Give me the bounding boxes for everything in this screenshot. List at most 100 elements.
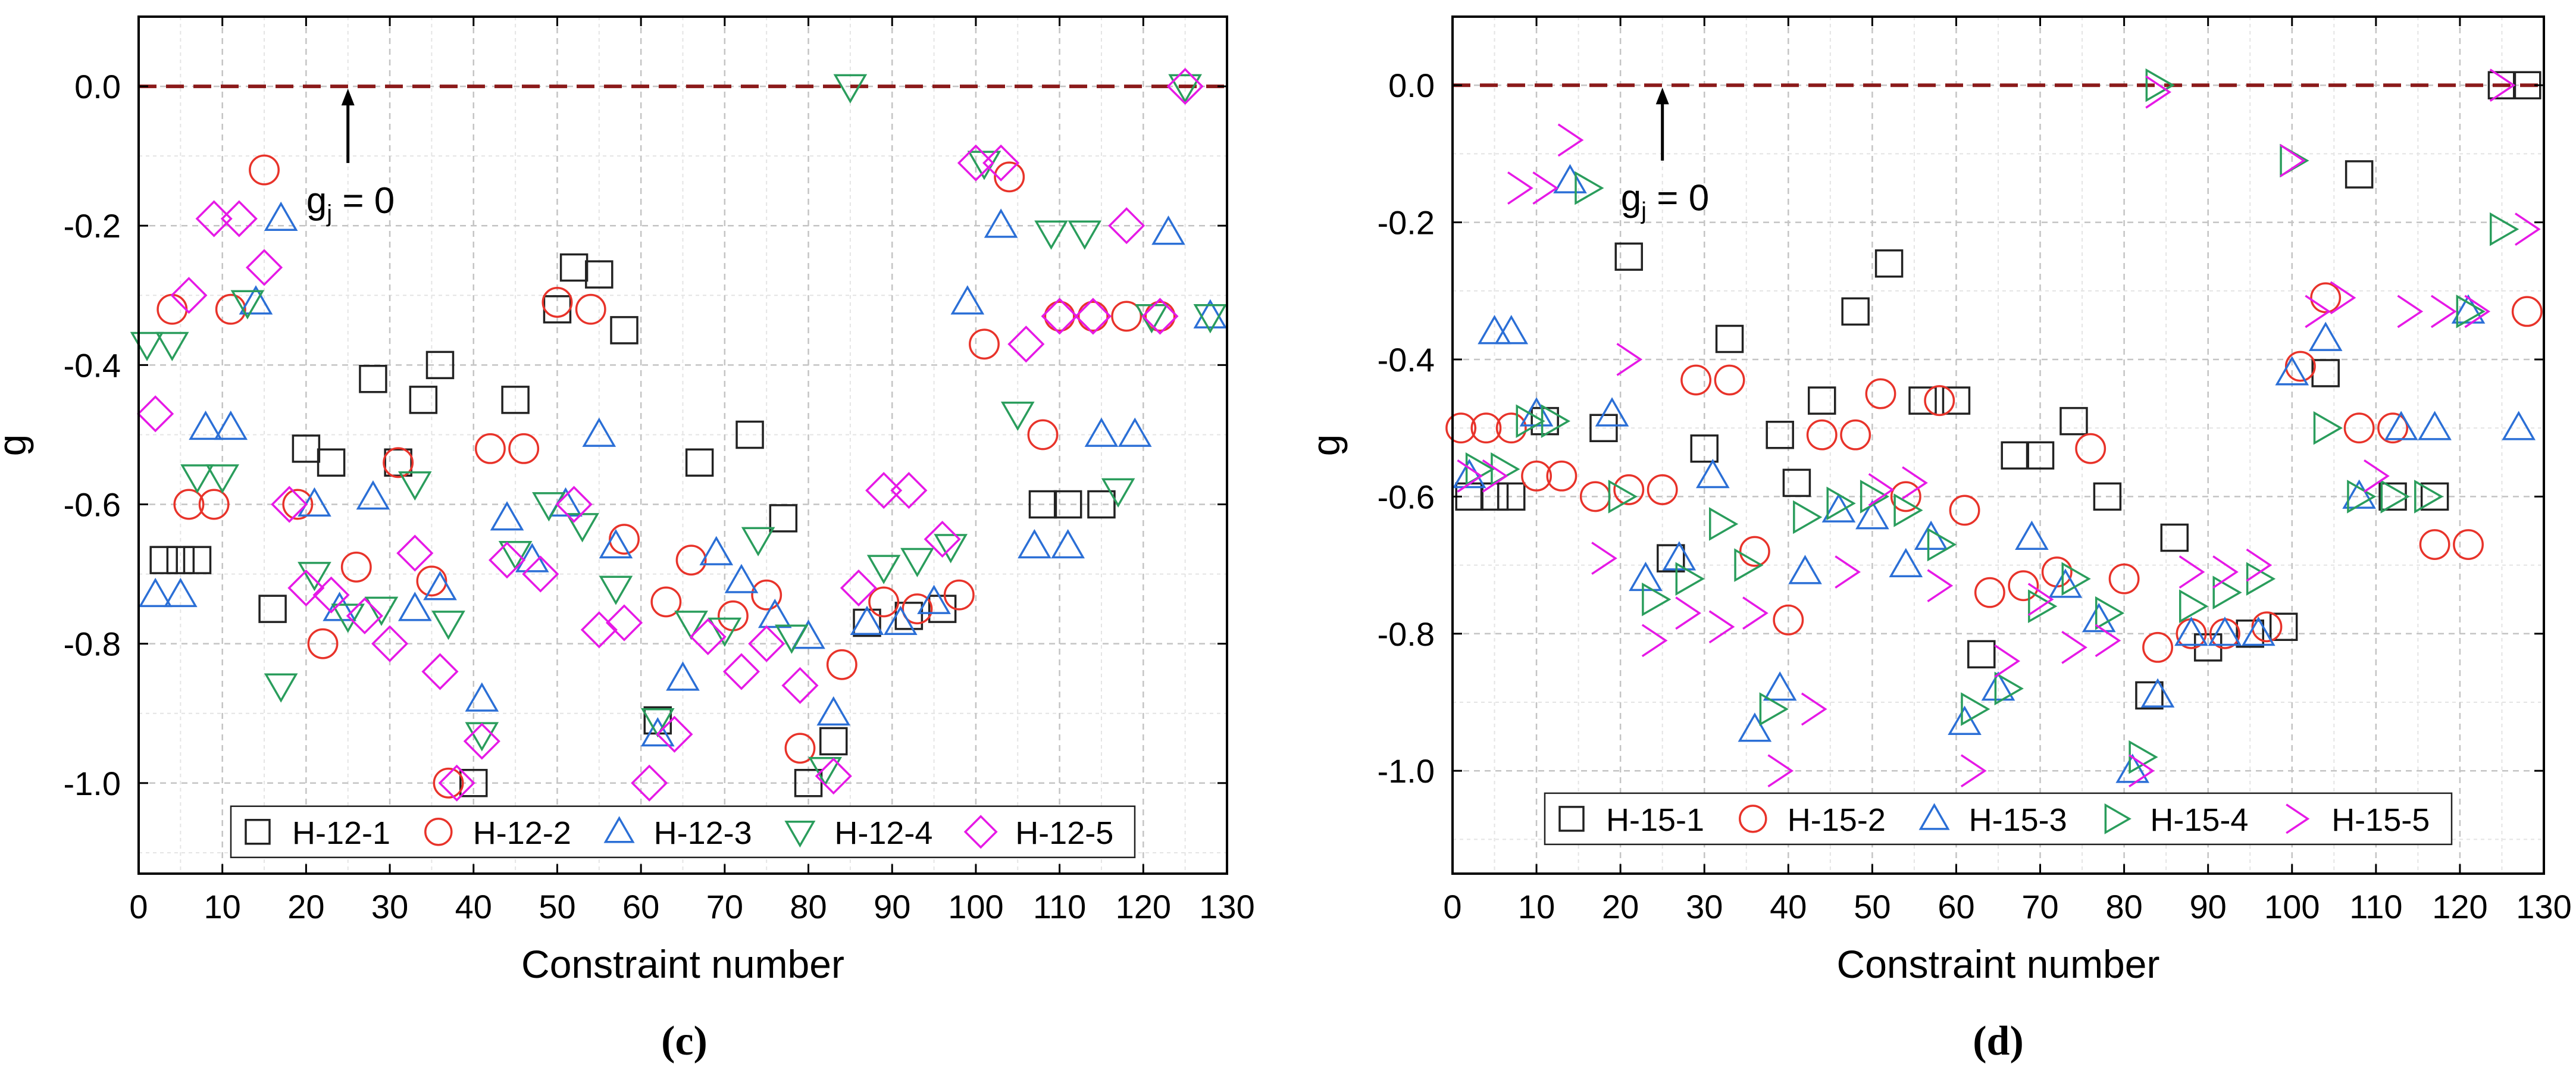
y-tick-label: -0.6 bbox=[1378, 478, 1435, 515]
data-point bbox=[1141, 298, 1179, 335]
data-point bbox=[1801, 692, 1827, 726]
data-point bbox=[1532, 171, 1559, 205]
data-point bbox=[674, 611, 708, 640]
data-point bbox=[1168, 74, 1202, 104]
data-point bbox=[1924, 385, 1955, 417]
data-point bbox=[2048, 568, 2083, 598]
data-point bbox=[346, 597, 383, 634]
data-point bbox=[1589, 414, 1618, 442]
x-tick-label: 80 bbox=[2105, 888, 2142, 925]
x-tick-label: 110 bbox=[1033, 888, 1086, 925]
x-tick-label: 30 bbox=[371, 888, 408, 925]
data-point bbox=[164, 577, 198, 608]
data-point bbox=[758, 599, 792, 628]
data-point bbox=[1773, 604, 1804, 636]
data-point bbox=[1084, 417, 1119, 447]
data-point bbox=[331, 603, 365, 633]
data-point bbox=[1482, 459, 1508, 493]
data-point bbox=[425, 351, 455, 380]
data-point bbox=[1788, 555, 1822, 584]
x-tick-label: 120 bbox=[1116, 888, 1171, 925]
data-point bbox=[1696, 459, 1730, 489]
data-point bbox=[1715, 324, 1744, 354]
data-point bbox=[2384, 411, 2418, 440]
data-point bbox=[1889, 548, 1923, 578]
data-point bbox=[1874, 249, 1904, 278]
series-H-12-5 bbox=[137, 67, 1204, 802]
data-point bbox=[2513, 71, 2541, 99]
data-point bbox=[183, 546, 212, 574]
legend-marker bbox=[963, 815, 998, 849]
data-point bbox=[1445, 412, 1477, 444]
series-H-12-1 bbox=[149, 253, 1116, 797]
data-point bbox=[1118, 417, 1152, 447]
data-point bbox=[1642, 582, 1672, 617]
data-point bbox=[1994, 645, 2021, 678]
data-point bbox=[1516, 404, 1545, 439]
data-point bbox=[137, 395, 174, 433]
data-point bbox=[1662, 541, 1697, 571]
data-point bbox=[580, 611, 618, 649]
data-point bbox=[1708, 610, 1735, 644]
x-tick-label: 10 bbox=[1518, 888, 1555, 925]
data-point bbox=[2242, 616, 2275, 646]
data-point bbox=[2093, 482, 2122, 511]
data-point bbox=[1948, 705, 1982, 736]
series-H-15-5 bbox=[1457, 68, 2541, 788]
data-point bbox=[383, 447, 414, 478]
x-tick-label: 110 bbox=[2349, 888, 2402, 925]
data-point bbox=[1657, 544, 1685, 573]
legend-marker bbox=[1739, 805, 1767, 833]
data-point bbox=[2160, 523, 2189, 552]
chart-panel-c: gj = 0 H-12-1 H-12-2 H-12-3 H-12-4 H-12-5 0 10 2… bbox=[0, 15, 1255, 1064]
data-point bbox=[816, 696, 851, 726]
data-point bbox=[2515, 212, 2541, 246]
data-point bbox=[488, 542, 526, 579]
data-point bbox=[1860, 480, 1890, 514]
data-point bbox=[741, 527, 775, 556]
data-point bbox=[656, 715, 693, 753]
data-point bbox=[833, 74, 868, 104]
data-point bbox=[2115, 753, 2150, 783]
legend-marker bbox=[2286, 803, 2310, 834]
x-tick-label: 30 bbox=[1686, 888, 1723, 925]
data-point bbox=[640, 717, 675, 747]
data-point bbox=[459, 769, 488, 797]
data-point bbox=[1806, 419, 1838, 451]
data-point bbox=[498, 541, 533, 571]
series-H-15-2 bbox=[1445, 282, 2543, 663]
data-point bbox=[1793, 500, 1823, 534]
data-point bbox=[2343, 412, 2375, 444]
data-point bbox=[1575, 171, 1604, 205]
data-point bbox=[2095, 596, 2125, 630]
data-point bbox=[1981, 671, 2015, 701]
data-point bbox=[751, 579, 782, 611]
data-point bbox=[1855, 500, 1889, 530]
data-point bbox=[1077, 301, 1109, 332]
data-point bbox=[1675, 596, 1701, 630]
legend-label: H-15-1 bbox=[1606, 802, 1704, 838]
legend-marker bbox=[784, 821, 816, 848]
data-point bbox=[258, 595, 287, 623]
chart-panel-d: gj = 0 H-15-1 H-15-2 H-15-3 H-15-4 H-15-5 0 10 2… bbox=[1304, 15, 2572, 1064]
data-point bbox=[2342, 479, 2376, 509]
data-point bbox=[1893, 493, 1923, 527]
data-point bbox=[433, 767, 464, 799]
data-point bbox=[609, 524, 640, 555]
data-point bbox=[1629, 561, 1663, 592]
data-point bbox=[1478, 315, 1511, 345]
data-point bbox=[2345, 160, 2374, 189]
data-point bbox=[784, 733, 816, 764]
data-point bbox=[1739, 536, 1770, 567]
data-point bbox=[1742, 596, 1769, 630]
x-tick-label: 130 bbox=[2516, 888, 2571, 925]
data-point bbox=[2129, 754, 2155, 788]
axes-frame bbox=[1451, 15, 2545, 875]
y-tick-label: -1.0 bbox=[1378, 752, 1435, 790]
legend-marker bbox=[1918, 803, 1950, 830]
data-point bbox=[1541, 404, 1571, 439]
data-point bbox=[1807, 386, 1836, 415]
data-point bbox=[1994, 671, 2024, 706]
data-point bbox=[189, 410, 223, 440]
